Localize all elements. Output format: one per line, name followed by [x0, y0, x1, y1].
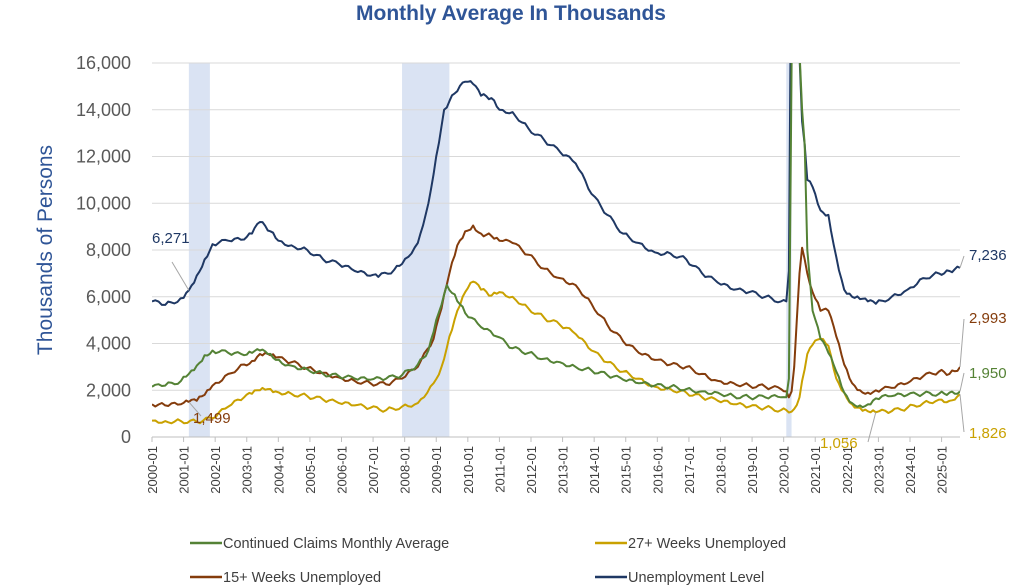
annotation-label: 2,993	[969, 310, 1007, 327]
annotation-leader	[188, 401, 202, 417]
series-line-4	[152, 63, 960, 409]
x-tick-label: 2000-01	[145, 446, 160, 494]
x-tick-label: 2002-01	[208, 446, 223, 494]
series-line-2	[152, 224, 960, 408]
x-tick-label: 2010-01	[461, 446, 476, 494]
y-tick-label: 8,000	[86, 240, 131, 260]
x-tick-label: 2018-01	[713, 446, 728, 494]
series-line-3	[152, 280, 960, 425]
x-tick-label: 2006-01	[334, 446, 349, 494]
x-tick-label: 2003-01	[240, 446, 255, 494]
x-tick-label: 2009-01	[429, 446, 444, 494]
x-tick-label: 2016-01	[650, 446, 665, 494]
x-axis-ticks: 2000-01 2001-01 2002-01 2003-01 2004-01 2005-…	[145, 437, 950, 494]
gridlines	[152, 62, 960, 438]
annotation-leader	[959, 372, 965, 392]
x-tick-label: 2024-01	[903, 446, 918, 494]
x-tick-label: 2020-01	[777, 446, 792, 494]
x-tick-label: 2019-01	[745, 446, 760, 494]
x-tick-label: 2007-01	[366, 446, 381, 494]
x-tick-label: 2001-01	[177, 446, 192, 494]
x-tick-label: 2022-01	[840, 446, 855, 494]
x-tick-label: 2021-01	[808, 446, 823, 494]
y-tick-label: 14,000	[76, 100, 131, 120]
x-tick-label: 2005-01	[303, 446, 318, 494]
x-tick-label: 2015-01	[619, 446, 634, 494]
annotation-leader	[867, 412, 877, 443]
y-tick-label: 0	[121, 427, 131, 447]
legend-item-label: 27+ Weeks Unemployed	[628, 536, 786, 552]
y-tick-label: 6,000	[86, 287, 131, 307]
annotations: 6,271 1,499 7,236 2,993 1,950 1,826 1,056	[152, 230, 1007, 452]
chart-title: Monthly Average In Thousands	[356, 2, 666, 25]
series-lines	[152, 63, 960, 425]
annotation-leader	[959, 318, 965, 368]
x-tick-label: 2017-01	[682, 446, 697, 494]
y-axis-label: Thousands of Persons	[34, 145, 57, 355]
x-tick-label: 2011-01	[492, 446, 507, 493]
annotation-leader	[171, 261, 190, 291]
legend-item-label: Continued Claims Monthly Average	[223, 536, 449, 552]
x-tick-label: 2012-01	[524, 446, 539, 494]
x-tick-label: 2004-01	[271, 446, 286, 494]
series-line-1	[152, 63, 960, 306]
y-tick-label: 16,000	[76, 53, 131, 73]
annotation-label: 1,950	[969, 365, 1007, 382]
x-tick-label: 2008-01	[398, 446, 413, 494]
annotation-label: 1,056	[820, 435, 858, 452]
y-tick-label: 12,000	[76, 147, 131, 167]
annotation-label: 7,236	[969, 247, 1007, 264]
legend-item-label: Unemployment Level	[628, 570, 764, 585]
legend-item-label: 15+ Weeks Unemployed	[223, 570, 381, 585]
x-tick-label: 2013-01	[556, 446, 571, 494]
annotation-label: 1,499	[193, 410, 231, 427]
annotation-leader	[959, 255, 965, 269]
y-tick-label: 4,000	[86, 334, 131, 354]
y-tick-label: 10,000	[76, 193, 131, 213]
x-tick-label: 2014-01	[587, 446, 602, 494]
annotation-label: 6,271	[152, 230, 190, 247]
annotation-leader	[959, 394, 965, 433]
y-axis-ticks: 0 2,000 4,000 6,000 8,000 10,000 12,000 14,000 1…	[76, 53, 131, 447]
legend: Continued Claims Monthly Average 27+ Week…	[190, 536, 786, 585]
y-tick-label: 2,000	[86, 380, 131, 400]
annotation-label: 1,826	[969, 425, 1007, 442]
x-tick-label: 2025-01	[935, 446, 950, 494]
x-tick-label: 2023-01	[871, 446, 886, 494]
